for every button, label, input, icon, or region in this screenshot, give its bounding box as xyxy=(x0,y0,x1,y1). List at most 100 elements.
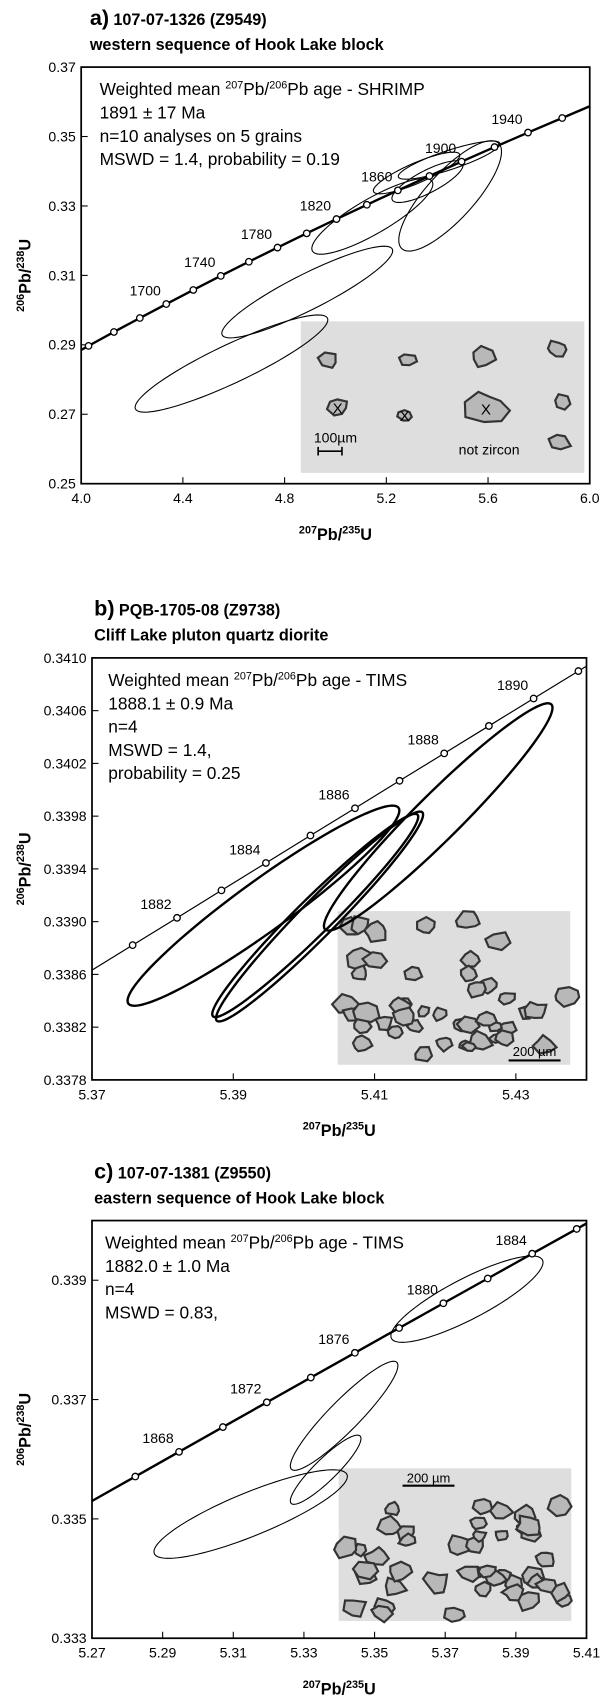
inset-label: X xyxy=(481,401,491,418)
error-ellipse xyxy=(221,245,394,339)
grain xyxy=(514,1514,541,1537)
age-point xyxy=(216,271,225,280)
error-ellipse xyxy=(289,1360,399,1471)
panel: a) 107-07-1326 (Z9549) western sequence of… xyxy=(15,5,600,544)
error-ellipse xyxy=(311,177,434,255)
age-point xyxy=(490,143,499,151)
element: Pb/ xyxy=(321,1681,347,1699)
grain xyxy=(432,1006,448,1023)
annotation-line: n=4 xyxy=(105,1279,135,1299)
element: U xyxy=(16,239,34,251)
age-point xyxy=(262,1398,271,1407)
y-tick-label: 0.3390 xyxy=(44,914,87,930)
age-point xyxy=(558,114,567,122)
y-tick-label: 0.3402 xyxy=(44,755,87,771)
element: Pb/ xyxy=(16,1422,34,1448)
grain xyxy=(546,1493,573,1518)
age-point xyxy=(332,215,341,223)
mass-number: 206 xyxy=(15,887,27,905)
grain xyxy=(351,1034,374,1053)
panel-subtitle: Cliff Lake pluton quartz diorite xyxy=(94,627,328,645)
x-tick-label: 5.39 xyxy=(502,1645,530,1661)
annotation-text: Weighted mean xyxy=(108,670,234,690)
element: Pb/ xyxy=(16,862,34,888)
annotation-text: n=4 xyxy=(108,717,138,737)
grain xyxy=(471,1497,494,1516)
sample-id: PQB-1705-08 (Z9738) xyxy=(119,602,280,620)
age-point xyxy=(483,1274,492,1283)
annotation-line: 1891 ± 17 Ma xyxy=(100,102,206,122)
annotation-line: probability = 0.25 xyxy=(108,763,240,783)
age-label: 1740 xyxy=(184,254,215,270)
annotation-text: MSWD = 1.4, probability = 0.19 xyxy=(100,149,340,169)
mass-number: 238 xyxy=(15,251,27,269)
age-point xyxy=(273,243,282,252)
grain xyxy=(554,986,581,1008)
plot-frame xyxy=(91,1219,588,1640)
age-point xyxy=(262,859,270,867)
age-label: 1890 xyxy=(497,677,528,693)
grain xyxy=(468,1516,489,1531)
x-tick-label: 5.35 xyxy=(361,1645,389,1661)
grain xyxy=(369,1604,395,1624)
age-label: 1886 xyxy=(318,787,349,803)
grain xyxy=(332,1535,358,1560)
inset-photo xyxy=(300,321,585,1621)
annotation-text: Pb age - TIMS xyxy=(296,670,407,690)
age-label: 1868 xyxy=(142,1430,173,1446)
age-label: 1900 xyxy=(425,140,456,156)
age-point xyxy=(440,749,449,758)
age-point xyxy=(84,341,93,350)
annotation-text: Weighted mean xyxy=(105,1233,231,1253)
mass-number: 238 xyxy=(15,844,27,862)
annotation-text: 1888.1 ± 0.9 Ma xyxy=(108,693,233,713)
grain xyxy=(531,1033,559,1055)
x-tick-label: 5.41 xyxy=(361,1086,389,1102)
element: U xyxy=(364,1122,376,1140)
y-tick-label: 0.339 xyxy=(51,1272,86,1288)
age-point xyxy=(306,831,315,840)
x-tick-label: 6.0 xyxy=(580,490,600,506)
age-point xyxy=(217,886,226,895)
grain xyxy=(466,981,487,999)
error-ellipse xyxy=(134,314,329,413)
element: U xyxy=(364,1681,376,1699)
grain xyxy=(417,1004,431,1018)
x-tick-label: 5.41 xyxy=(573,1645,601,1661)
age-point xyxy=(306,1373,315,1382)
grain xyxy=(459,964,479,983)
grain xyxy=(468,1029,495,1051)
y-tick-label: 0.337 xyxy=(51,1391,86,1407)
grain xyxy=(533,1578,558,1594)
sample-id: 107-07-1381 (Z9550) xyxy=(118,1164,271,1182)
mass-number: 238 xyxy=(15,1405,27,1423)
error-ellipse xyxy=(126,804,401,1007)
grain xyxy=(455,1565,481,1584)
grain xyxy=(546,339,568,358)
grain xyxy=(360,951,389,969)
element: Pb/ xyxy=(317,526,343,544)
age-point xyxy=(395,776,404,785)
y-tick-label: 0.27 xyxy=(48,406,76,422)
age-label: 1820 xyxy=(300,197,331,213)
grain xyxy=(352,1001,381,1024)
annotation-text: Pb/ xyxy=(243,79,269,99)
superscript: 206 xyxy=(275,1233,293,1245)
grain xyxy=(547,433,573,451)
y-tick-label: 0.29 xyxy=(48,337,76,353)
grain xyxy=(554,392,572,411)
grain xyxy=(350,915,370,936)
grain xyxy=(421,1571,449,1595)
annotation-line: MSWD = 0.83, xyxy=(105,1302,218,1322)
panel-letter: c) xyxy=(94,1158,113,1183)
x-tick-label: 5.43 xyxy=(502,1086,530,1102)
grain xyxy=(325,398,349,417)
mass-number: 206 xyxy=(15,294,27,312)
error-ellipse xyxy=(397,140,501,180)
age-point xyxy=(351,1348,359,1357)
grain xyxy=(474,1010,499,1027)
age-label: 1884 xyxy=(496,1232,527,1248)
panel-subtitle: western sequence of Hook Lake block xyxy=(89,36,385,54)
annotation-line: MSWD = 1.4, xyxy=(108,740,211,760)
